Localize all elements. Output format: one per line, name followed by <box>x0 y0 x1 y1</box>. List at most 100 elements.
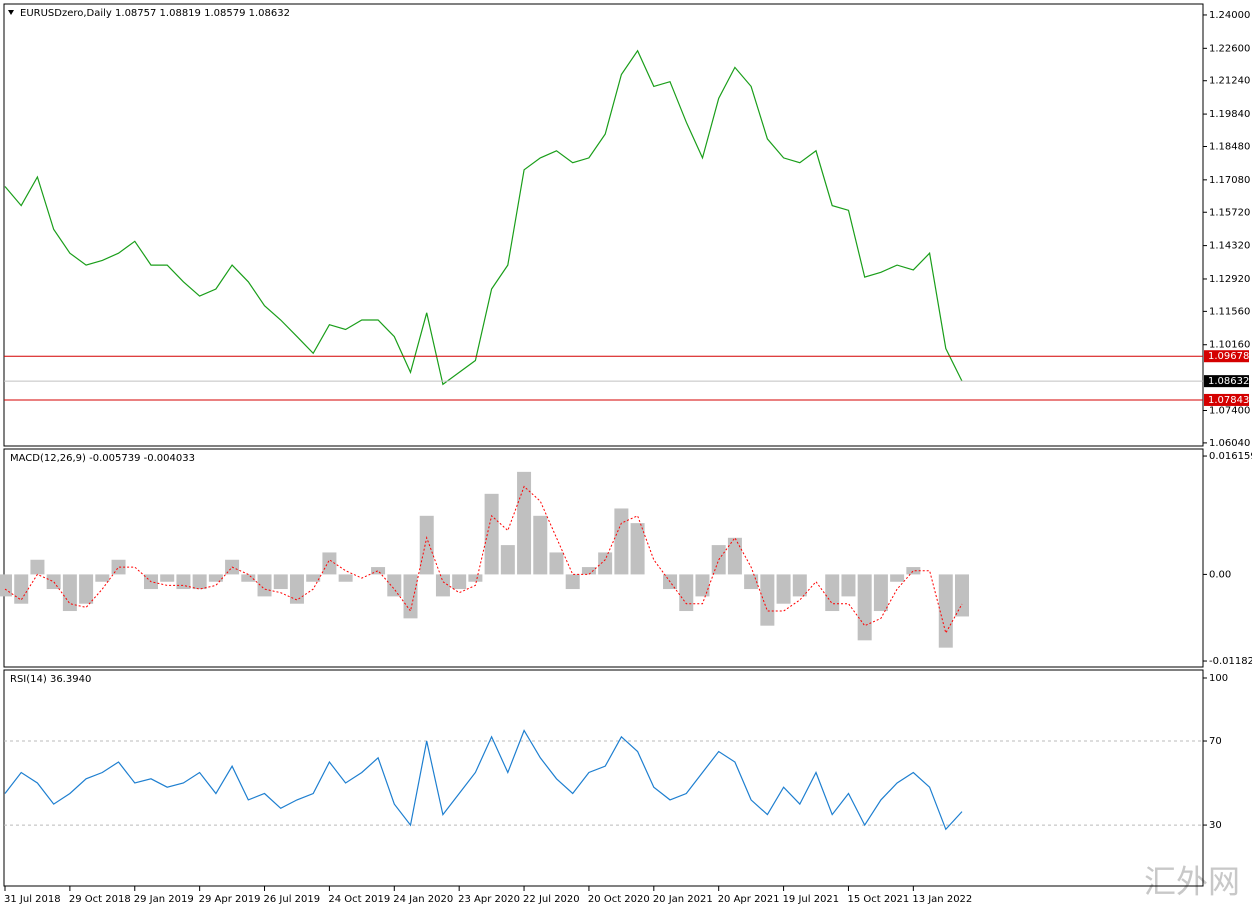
macd-bar <box>857 574 872 641</box>
macd-bar <box>744 574 759 590</box>
macd-bar <box>679 574 694 612</box>
macd-bar <box>468 574 483 582</box>
macd-bar <box>322 552 337 575</box>
macd-bar <box>306 574 321 582</box>
macd-bar <box>533 515 548 575</box>
x-tick-label: 24 Oct 2019 <box>328 894 390 905</box>
level-label: 1.08632 <box>1208 376 1249 387</box>
x-tick-label: 19 Jul 2021 <box>783 894 840 905</box>
macd-bar <box>0 574 12 597</box>
y-tick-label: 1.18480 <box>1209 141 1250 152</box>
macd-bar <box>955 574 969 617</box>
macd-bar <box>727 537 742 575</box>
macd-bar <box>549 552 564 575</box>
macd-bar <box>581 567 596 575</box>
macd-bar <box>241 574 256 582</box>
macd-bar <box>62 574 77 612</box>
macd-bar <box>938 574 953 648</box>
macd-bar <box>906 567 921 575</box>
panel-title: RSI(14) 36.3940 <box>10 674 91 685</box>
y-tick-label: 100 <box>1209 673 1228 684</box>
y-tick-label: 1.19840 <box>1209 109 1250 120</box>
x-tick-label: 20 Oct 2020 <box>588 894 650 905</box>
panel-frame <box>3 3 1204 447</box>
macd-bar <box>289 574 304 604</box>
macd-bar <box>841 574 856 597</box>
y-tick-label: 1.10160 <box>1209 340 1250 351</box>
x-tick-label: 24 Jan 2020 <box>393 894 453 905</box>
macd-bar <box>371 567 386 575</box>
macd-bar <box>776 574 791 604</box>
x-tick-label: 22 Jul 2020 <box>523 894 580 905</box>
y-tick-label: 1.21240 <box>1209 76 1250 87</box>
x-tick-label: 29 Oct 2018 <box>69 894 131 905</box>
macd-bar <box>95 574 110 582</box>
y-tick-label: 0.016159 <box>1209 451 1252 462</box>
x-tick-label: 29 Apr 2019 <box>199 894 261 905</box>
y-tick-label: 1.07400 <box>1209 405 1250 416</box>
y-tick-label: 1.24000 <box>1209 10 1250 21</box>
panel-title: EURUSDzero,Daily 1.08757 1.08819 1.08579… <box>20 8 290 19</box>
macd-bar <box>387 574 402 597</box>
y-tick-label: 1.17080 <box>1209 175 1250 186</box>
signal-line <box>4 485 963 635</box>
macd-bar <box>484 493 499 575</box>
macd-bar <box>565 574 580 590</box>
panel-frame <box>3 669 1204 887</box>
level-label: 1.07843 <box>1208 395 1249 406</box>
macd-bar <box>30 559 45 575</box>
y-tick-label: 1.12920 <box>1209 274 1250 285</box>
macd-bar <box>435 574 450 597</box>
panel-frame <box>3 448 1204 668</box>
x-tick-label: 20 Jan 2021 <box>653 894 713 905</box>
x-tick-label: 26 Jul 2019 <box>264 894 321 905</box>
macd-bar <box>500 545 515 575</box>
macd-bar <box>403 574 418 619</box>
y-tick-label: 1.15720 <box>1209 207 1250 218</box>
price-line <box>4 49 963 386</box>
macd-bar <box>14 574 29 604</box>
menu-triangle <box>8 10 14 15</box>
x-tick-label: 15 Oct 2021 <box>847 894 909 905</box>
macd-bar <box>825 574 840 612</box>
level-label: 1.09678 <box>1208 351 1249 362</box>
y-tick-label: -0.011824 <box>1209 656 1252 667</box>
macd-bar <box>46 574 61 590</box>
macd-bar <box>760 574 775 626</box>
level-tag <box>1204 375 1249 388</box>
y-tick-label: 1.11560 <box>1209 306 1250 317</box>
macd-bar <box>695 574 710 597</box>
x-tick-label: 13 Jan 2022 <box>912 894 972 905</box>
y-tick-label: 0.00 <box>1209 569 1231 580</box>
macd-bar <box>792 574 807 597</box>
watermark: 汇外网 <box>1144 863 1240 901</box>
macd-bar <box>176 574 191 590</box>
x-tick-label: 23 Apr 2020 <box>458 894 520 905</box>
macd-bar <box>208 574 223 582</box>
macd-bar <box>160 574 175 582</box>
macd-bar <box>517 471 532 575</box>
x-tick-label: 31 Jul 2018 <box>4 894 61 905</box>
x-tick-label: 29 Jan 2019 <box>134 894 194 905</box>
macd-bar <box>192 574 207 590</box>
macd-bar <box>452 574 467 590</box>
level-tag <box>1204 393 1249 406</box>
y-tick-label: 30 <box>1209 820 1222 831</box>
macd-bar <box>598 552 613 575</box>
macd-bar <box>419 515 434 575</box>
macd-bar <box>273 574 288 590</box>
macd-bar <box>890 574 905 582</box>
level-tag <box>1204 350 1249 363</box>
macd-bar <box>630 523 645 575</box>
price-line <box>4 729 963 831</box>
y-tick-label: 1.14320 <box>1209 241 1250 252</box>
y-tick-label: 70 <box>1209 736 1222 747</box>
macd-bar <box>873 574 888 612</box>
macd-bar <box>614 508 629 575</box>
y-tick-label: 1.22600 <box>1209 43 1250 54</box>
panel-title: MACD(12,26,9) -0.005739 -0.004033 <box>10 453 195 464</box>
x-tick-label: 20 Apr 2021 <box>718 894 780 905</box>
macd-bar <box>79 574 94 604</box>
